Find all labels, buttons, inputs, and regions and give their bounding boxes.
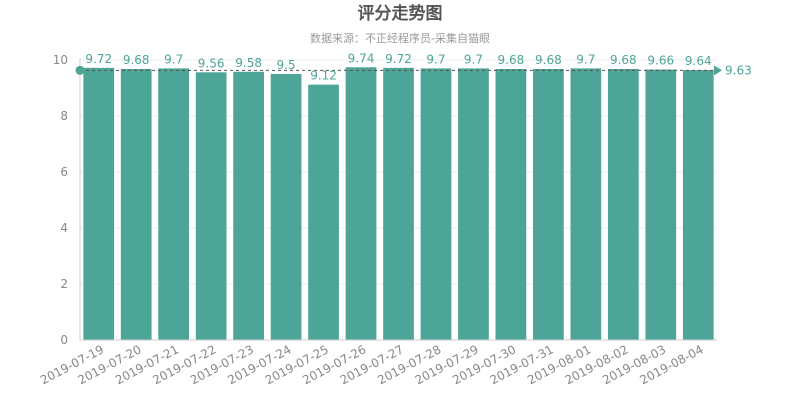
bar-value-label: 9.68 <box>123 53 150 67</box>
bar-value-label: 9.12 <box>310 69 337 83</box>
bar-value-label: 9.68 <box>498 53 525 67</box>
bar-value-label: 9.74 <box>348 51 375 65</box>
y-tick-label: 8 <box>60 109 68 123</box>
bar-value-label: 9.7 <box>164 52 183 66</box>
bar[interactable] <box>83 67 115 340</box>
bar[interactable] <box>345 67 377 340</box>
bar[interactable] <box>570 68 602 341</box>
bar[interactable] <box>233 71 264 340</box>
bar-value-label: 9.72 <box>85 52 112 66</box>
bar-value-label: 9.64 <box>685 54 712 68</box>
bar[interactable] <box>120 68 152 341</box>
chart-title: 评分走势图 <box>358 3 443 24</box>
average-line-arrow-icon <box>714 65 722 76</box>
average-line-label: 9.63 <box>725 63 752 77</box>
bar-value-label: 9.7 <box>576 52 595 66</box>
bar[interactable] <box>383 67 414 340</box>
average-line: 9.63 <box>75 63 752 77</box>
bar[interactable] <box>682 70 714 340</box>
bar[interactable] <box>158 68 190 341</box>
bar-value-label: 9.72 <box>385 52 412 66</box>
bar-value-label: 9.68 <box>610 53 637 67</box>
bar-value-label: 9.7 <box>464 52 483 66</box>
bar[interactable] <box>533 68 564 341</box>
y-tick-label: 2 <box>60 277 68 291</box>
average-line-start-marker <box>75 65 85 75</box>
bar[interactable] <box>308 84 339 340</box>
bars <box>83 67 714 341</box>
bar[interactable] <box>420 68 452 341</box>
bar[interactable] <box>458 68 489 341</box>
y-axis: 0 2 4 6 8 10 <box>53 53 81 347</box>
bar-value-label: 9.5 <box>277 58 296 72</box>
x-axis: 2019-07-192019-07-202019-07-212019-07-22… <box>38 339 717 387</box>
bar-value-label: 9.66 <box>647 54 674 68</box>
y-tick-label: 10 <box>53 53 68 67</box>
bar[interactable] <box>195 72 227 340</box>
bar[interactable] <box>607 68 639 341</box>
bar-value-label: 9.7 <box>426 52 445 66</box>
bar-value-label: 9.58 <box>235 56 262 70</box>
y-tick-label: 6 <box>60 165 68 179</box>
y-tick-label: 4 <box>60 221 68 235</box>
bar[interactable] <box>270 74 302 340</box>
value-labels: 9.72 9.68 9.7 9.56 9.58 9.5 9.12 9.74 9.72 9.7 9.7… <box>85 51 711 82</box>
bar-value-label: 9.68 <box>535 53 562 67</box>
bar[interactable] <box>495 68 527 341</box>
bar-value-label: 9.56 <box>198 56 225 70</box>
bar[interactable] <box>645 69 677 341</box>
chart-subtitle: 数据来源：不正经程序员-采集自猫眼 <box>310 31 490 45</box>
y-tick-label: 0 <box>60 333 68 347</box>
